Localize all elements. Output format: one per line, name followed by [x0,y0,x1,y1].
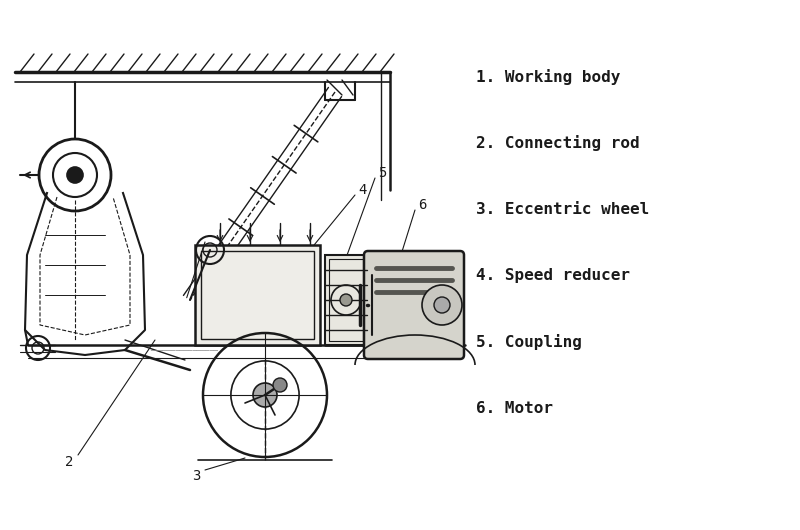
Circle shape [67,167,83,183]
Text: 6. Motor: 6. Motor [476,401,553,416]
Text: 4. Speed reducer: 4. Speed reducer [476,268,630,283]
Circle shape [253,383,277,407]
Bar [329,259,363,341]
Text: 1. Working body: 1. Working body [476,69,620,85]
Circle shape [340,294,352,306]
Text: 4: 4 [358,183,366,197]
Text: 5. Coupling: 5. Coupling [476,334,582,350]
Circle shape [273,378,287,392]
Text: 3: 3 [192,469,200,483]
FancyBboxPatch shape [364,251,464,359]
Text: ────────────────: ──────────────── [150,348,218,354]
Text: 2. Connecting rod: 2. Connecting rod [476,135,640,151]
Bar [325,255,367,345]
Circle shape [434,297,450,313]
Bar [195,245,320,345]
Circle shape [422,285,462,325]
Text: 5: 5 [378,166,386,180]
Text: 2: 2 [65,455,74,469]
Bar [201,251,314,339]
Text: 3. Eccentric wheel: 3. Eccentric wheel [476,202,650,217]
Text: 6: 6 [418,198,426,212]
